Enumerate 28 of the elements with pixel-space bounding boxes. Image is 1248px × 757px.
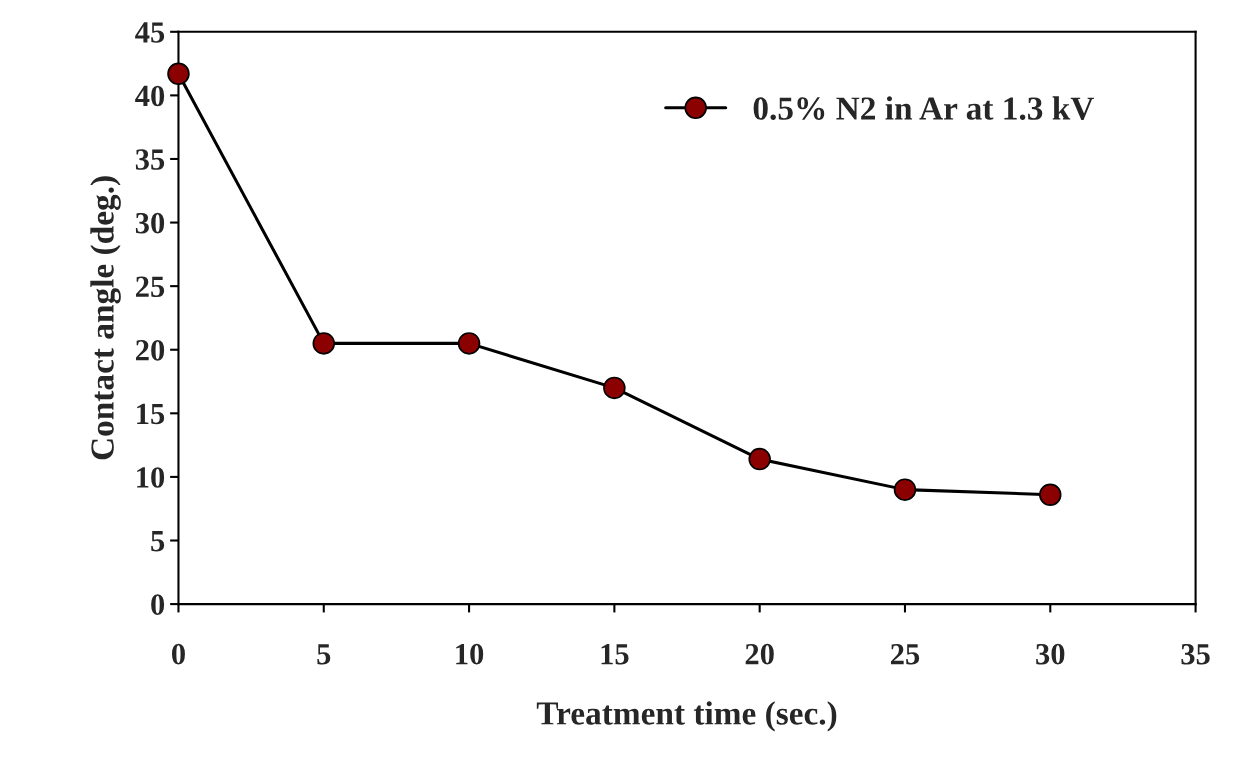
point <box>893 478 917 501</box>
x-tick-label: 0 <box>171 643 185 665</box>
y-tick-label: 20 <box>136 340 165 361</box>
legend-label: 0.5% N2 in Ar at 1.3 kV <box>753 96 1095 120</box>
y-tick-label: 35 <box>135 149 165 170</box>
x-tick-label: 10 <box>456 643 484 665</box>
y-axis-title: Contact angle (deg.) <box>90 176 121 460</box>
y-tick-label: 0 <box>151 594 165 615</box>
point <box>167 62 190 86</box>
y-tick-label: 25 <box>136 276 165 298</box>
y-tick-label: 30 <box>135 212 165 234</box>
x-tick-label: 5 <box>317 644 331 665</box>
x-tick-label: 35 <box>1181 643 1210 665</box>
x-tick-label: 20 <box>745 643 774 665</box>
x-axis-title: Treatment time (sec.) <box>536 701 837 732</box>
point <box>457 332 481 355</box>
point <box>603 376 626 400</box>
x-tick-label: 25 <box>890 643 920 665</box>
x-tick-label: 30 <box>1036 643 1065 665</box>
y-tick-label: 45 <box>135 22 165 43</box>
point <box>312 332 336 355</box>
y-tick-label: 5 <box>151 531 165 552</box>
y-tick-label: 15 <box>137 403 165 425</box>
y-tick-label: 10 <box>137 467 165 488</box>
point <box>1039 483 1062 506</box>
point <box>748 447 771 471</box>
x-tick-label: 15 <box>601 644 629 665</box>
y-tick-label: 40 <box>135 85 165 107</box>
